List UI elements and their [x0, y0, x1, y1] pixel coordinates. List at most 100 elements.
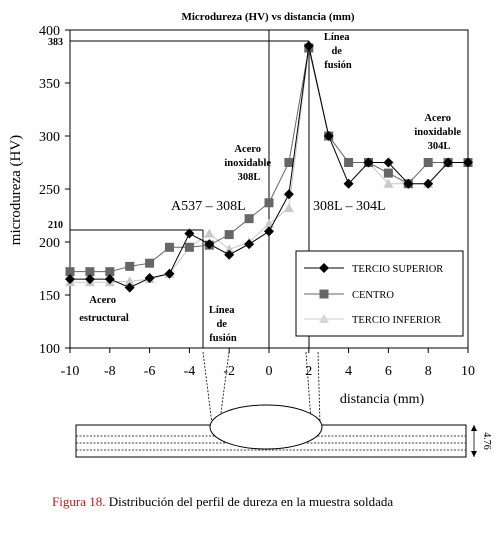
data-point [423, 158, 433, 167]
annotation-line: inoxidable [224, 158, 271, 169]
data-point [224, 244, 235, 254]
annotation-line: de [216, 319, 227, 330]
data-point [323, 131, 334, 141]
data-point [224, 249, 235, 260]
data-point [284, 158, 294, 167]
data-point [105, 267, 115, 277]
chart-title: Microdureza (HV) vs distancia (mm) [181, 11, 354, 23]
data-point [125, 261, 135, 271]
x-tick-label: -6 [144, 364, 156, 379]
data-point [165, 242, 174, 252]
annotation-acero-inoxidable-304l: Acero inoxidable 304L [414, 113, 463, 152]
legend-label-centro: CENTRO [352, 290, 394, 301]
data-point [443, 157, 454, 168]
x-tick-label: 6 [385, 364, 392, 379]
data-point [303, 40, 314, 51]
annotation-acero-inoxidable-308l: Acero inoxidable 308L [224, 144, 273, 183]
y-axis-title: microdureza (HV) [8, 135, 24, 245]
legend-label-tercio-inferior: TERCIO INFERIOR [352, 315, 441, 326]
data-point [264, 226, 274, 237]
legend-marker-tercio-superior [319, 263, 329, 273]
thickness-arrow-top [471, 425, 477, 431]
figure-label: Figura 18. [52, 494, 106, 509]
y-tick-label: 400 [39, 24, 60, 39]
series-layer [65, 40, 473, 293]
data-point [184, 242, 194, 252]
x-axis-title: distancia (mm) [340, 392, 425, 407]
weld-cross-section: 4.76 [75, 351, 492, 458]
figure-caption: Figura 18. Distribución del perfil de du… [52, 493, 482, 510]
annotation-line: 308L [238, 172, 261, 183]
data-point [244, 239, 255, 250]
ref-label-383: 383 [48, 37, 63, 48]
fusion-guide-right-inner [305, 351, 312, 421]
x-tick-label: 4 [345, 364, 352, 379]
data-point [65, 274, 75, 285]
x-tick-label: -10 [61, 364, 80, 379]
ref-label-210: 210 [48, 220, 63, 231]
data-point [403, 178, 414, 189]
data-point [204, 239, 215, 250]
data-point [283, 203, 294, 213]
annotation-linea-fusion-right: Línea de fusión [324, 32, 352, 71]
annotation-line: Acero [89, 295, 116, 306]
annotation-region-right: 308L – 304L [313, 199, 386, 214]
annotation-line: Línea [324, 32, 350, 43]
y-tick-label: 100 [39, 342, 60, 357]
data-point [463, 157, 473, 168]
annotation-acero-estructural: Acero estructural [79, 295, 129, 324]
data-point [184, 228, 195, 239]
data-point [84, 274, 95, 285]
data-point [383, 157, 394, 168]
series-tercio-superior [65, 40, 473, 293]
y-tick-label: 250 [39, 183, 60, 198]
data-point [423, 178, 434, 189]
y-tick-label: 200 [39, 236, 60, 251]
annotation-linea-fusion-left: Línea de fusión [209, 305, 237, 344]
legend-marker-centro [319, 289, 329, 299]
annotation-line: estructural [79, 313, 129, 324]
data-point [224, 230, 234, 240]
annotation-line: fusión [209, 333, 237, 344]
data-point [363, 157, 374, 168]
fusion-guide-left-outer [202, 351, 213, 425]
fusion-guide-left-inner [219, 351, 230, 421]
data-point [383, 178, 394, 188]
data-point [244, 214, 254, 224]
data-point [124, 282, 135, 293]
x-tick-label: 10 [461, 364, 475, 379]
data-point [264, 198, 274, 208]
legend-label-tercio-superior: TERCIO SUPERIOR [352, 264, 443, 275]
annotation-line: Acero [424, 113, 451, 124]
annotation-line: 304L [428, 141, 451, 152]
data-point [383, 168, 393, 178]
data-point [283, 189, 294, 200]
x-tick-label: 8 [425, 364, 432, 379]
data-point [145, 258, 155, 268]
data-point [204, 228, 215, 238]
thickness-arrow-bottom [471, 451, 477, 457]
annotation-line: inoxidable [414, 127, 461, 138]
data-point [343, 178, 354, 189]
data-point [144, 273, 155, 284]
x-tick-label: 2 [305, 364, 312, 379]
x-tick-label: -8 [104, 364, 116, 379]
chart-legend: TERCIO SUPERIOR CENTRO TERCIO INFERIOR [295, 250, 464, 337]
annotation-region-left: A537 – 308L [171, 199, 246, 214]
data-point [85, 267, 95, 277]
y-tick-label: 300 [39, 130, 60, 145]
legend-marker-tercio-inferior [319, 314, 329, 323]
y-tick-label: 350 [39, 77, 60, 92]
y-tick-label: 150 [39, 289, 60, 304]
axis-ticks: -10 -8 -6 -4 -2 0 2 4 6 8 10 100 150 200 250 300 350 400 [39, 24, 475, 379]
weld-bead [209, 404, 323, 450]
data-point [164, 268, 175, 279]
data-point [104, 274, 115, 285]
x-tick-label: -4 [184, 364, 196, 379]
annotation-line: Línea [209, 305, 235, 316]
data-point [65, 267, 75, 277]
annotation-line: de [331, 46, 342, 57]
x-tick-label: 0 [266, 364, 273, 379]
figure-caption-text: Distribución del perfil de dureza en la … [105, 494, 394, 509]
